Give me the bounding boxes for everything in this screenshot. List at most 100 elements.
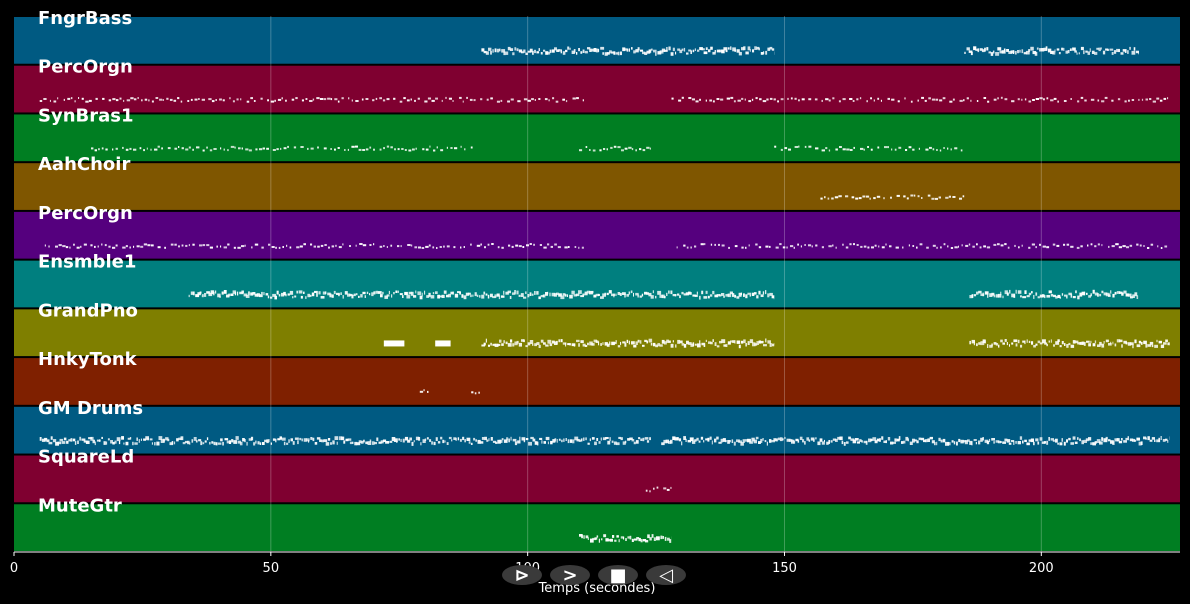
note-mark	[466, 96, 468, 99]
note-mark	[415, 147, 417, 150]
note-mark	[973, 439, 977, 442]
note-mark	[213, 441, 216, 446]
note-mark	[97, 245, 99, 248]
note-mark	[931, 98, 936, 101]
note-mark	[550, 245, 553, 248]
note-mark	[492, 440, 497, 443]
note-mark	[403, 97, 406, 100]
note-mark	[410, 244, 413, 247]
note-mark	[1075, 340, 1079, 344]
note-mark	[808, 439, 811, 442]
note-mark	[758, 441, 761, 444]
note-mark	[633, 292, 634, 297]
note-mark	[39, 437, 42, 441]
note-mark	[758, 246, 762, 249]
note-mark	[758, 47, 760, 51]
note-mark	[525, 438, 529, 441]
note-mark	[903, 195, 906, 198]
note-mark	[243, 293, 248, 297]
tracks-layer	[14, 17, 1180, 551]
note-mark	[173, 441, 176, 445]
note-mark	[277, 98, 282, 101]
note-mark	[782, 438, 784, 441]
note-mark	[730, 340, 734, 343]
note-mark	[215, 442, 218, 446]
note-mark	[1139, 244, 1142, 247]
note-mark	[599, 149, 602, 152]
note-mark	[220, 438, 223, 442]
note-mark	[642, 344, 645, 347]
note-mark	[90, 436, 94, 441]
note-mark	[639, 340, 642, 344]
note-mark	[999, 50, 1004, 54]
playback-controls[interactable]: ⊳ > ■ ◁	[502, 565, 686, 586]
note-mark	[386, 294, 390, 297]
note-mark	[435, 97, 438, 100]
note-mark	[349, 245, 351, 247]
note-mark	[898, 436, 901, 440]
play-button[interactable]: ⊳	[502, 565, 542, 586]
note-mark	[701, 290, 704, 295]
note-mark	[953, 441, 956, 445]
note-mark	[927, 194, 931, 197]
note-mark	[1039, 243, 1041, 246]
note-mark	[404, 436, 409, 441]
note-mark	[671, 97, 674, 100]
note-mark	[626, 294, 629, 297]
note-mark	[871, 246, 874, 249]
note-mark	[708, 49, 711, 53]
note-mark	[699, 295, 701, 300]
note-mark	[514, 341, 518, 346]
note-mark	[982, 437, 984, 441]
rewind-button[interactable]: ◁	[646, 565, 686, 586]
note-mark	[884, 146, 888, 149]
note-mark	[637, 339, 640, 343]
note-mark	[563, 438, 565, 442]
note-mark	[1105, 48, 1109, 51]
note-mark	[740, 442, 744, 446]
note-mark	[1047, 48, 1052, 53]
note-mark	[496, 48, 500, 53]
note-mark	[523, 49, 526, 53]
stop-button[interactable]: ■	[598, 565, 638, 586]
note-mark	[349, 441, 353, 445]
note-mark	[663, 295, 666, 299]
note-mark	[867, 246, 870, 249]
note-mark	[220, 245, 222, 248]
note-mark	[1004, 339, 1007, 342]
note-mark	[940, 439, 943, 443]
note-mark	[1094, 292, 1098, 296]
forward-button[interactable]: >	[550, 565, 590, 586]
note-mark	[1067, 50, 1070, 54]
note-mark	[1011, 440, 1015, 443]
note-mark	[1066, 439, 1068, 443]
note-mark	[1101, 244, 1103, 247]
note-mark	[1000, 291, 1002, 296]
note-mark	[613, 441, 617, 445]
note-mark	[565, 49, 568, 53]
note-mark	[1000, 339, 1003, 343]
note-mark	[187, 100, 190, 102]
note-mark	[319, 439, 322, 442]
track-label: GrandPno	[38, 300, 138, 321]
note-mark	[1125, 342, 1128, 345]
note-mark	[402, 295, 404, 298]
note-mark	[587, 47, 591, 50]
note-mark	[615, 340, 617, 343]
note-mark	[415, 290, 417, 294]
note-mark	[1011, 293, 1015, 298]
note-mark	[932, 244, 936, 247]
note-mark	[180, 100, 183, 103]
note-mark	[880, 99, 882, 102]
note-mark	[132, 441, 134, 446]
note-mark	[689, 437, 694, 441]
note-mark	[199, 244, 203, 247]
note-mark	[1032, 51, 1037, 55]
note-mark	[621, 149, 624, 152]
note-mark	[998, 293, 1002, 298]
note-mark	[856, 98, 859, 101]
note-mark	[281, 437, 286, 441]
note-mark	[1041, 48, 1045, 52]
note-mark	[67, 97, 71, 100]
note-mark	[58, 244, 62, 247]
